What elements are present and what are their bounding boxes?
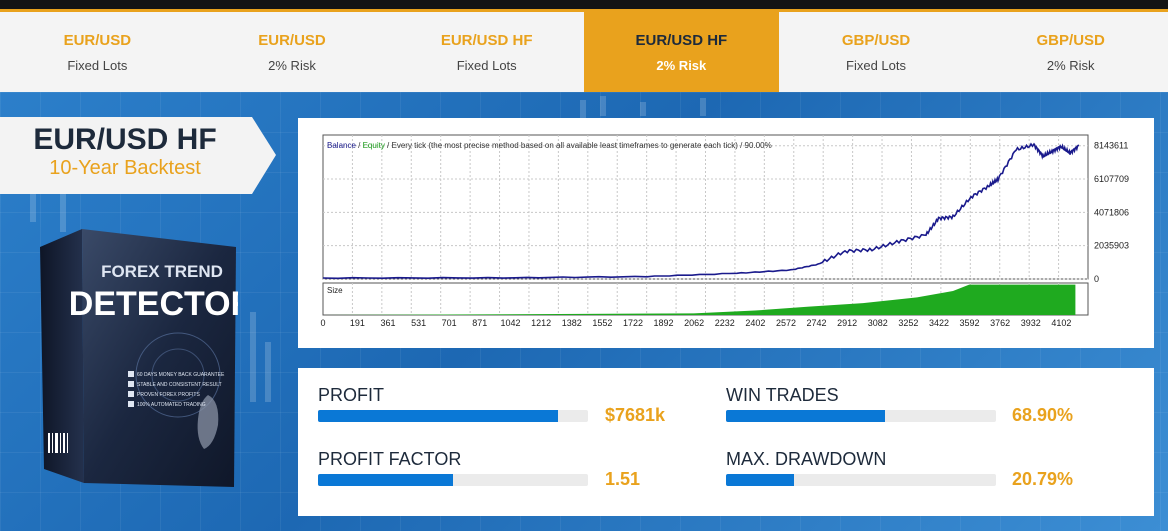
- x-tick-label: 2912: [837, 318, 857, 328]
- tab-subtitle: 2% Risk: [268, 58, 316, 73]
- profit-progress-bar: [318, 410, 588, 422]
- profit-factor-progress-fill: [318, 474, 453, 486]
- product-box-feature: 100% AUTOMATED TRADING: [137, 402, 206, 408]
- tab-eurusd-hf-fixed-lots[interactable]: EUR/USD HF Fixed Lots: [389, 12, 584, 92]
- tab-title: EUR/USD HF: [635, 32, 728, 49]
- x-tick-label: 361: [380, 318, 395, 328]
- x-tick-label: 3252: [898, 318, 918, 328]
- stat-label-max-drawdown: MAX. DRAWDOWN: [726, 449, 887, 469]
- stat-label-win-trades: WIN TRADES: [726, 385, 839, 405]
- x-tick-label: 1722: [623, 318, 643, 328]
- y-tick-label: 8143611: [1094, 141, 1128, 151]
- feature-check-icon: [128, 401, 134, 407]
- max-drawdown-progress-fill: [726, 474, 794, 486]
- x-tick-label: 2742: [807, 318, 827, 328]
- feature-check-icon: [128, 371, 134, 377]
- ribbon-subtitle: 10-Year Backtest: [49, 157, 201, 179]
- tab-subtitle: Fixed Lots: [456, 58, 517, 73]
- win-trades-progress-bar: [726, 410, 996, 422]
- y-tick-label: 6107709: [1094, 174, 1129, 184]
- stat-value-profit-factor: 1.51: [605, 469, 641, 489]
- x-tick-label: 3592: [960, 318, 980, 328]
- x-tick-label: 871: [472, 318, 487, 328]
- x-tick-label: 701: [442, 318, 457, 328]
- x-tick-label: 3082: [868, 318, 888, 328]
- y-tick-label: 2035903: [1094, 241, 1129, 251]
- backtest-chart-panel: 8143611 6107709 4071806 2035903 0 0 191 361 531 7…: [298, 118, 1154, 348]
- product-box-feature: STABLE AND CONSISTENT RESULT: [137, 382, 222, 388]
- feature-check-icon: [128, 381, 134, 387]
- x-tick-label: 3932: [1021, 318, 1041, 328]
- tab-eurusd-fixed-lots[interactable]: EUR/USD Fixed Lots: [0, 12, 195, 92]
- stat-label-profit: PROFIT: [318, 385, 384, 405]
- tab-title: GBP/USD: [841, 32, 911, 49]
- x-tick-label: 3762: [990, 318, 1010, 328]
- x-tick-label: 0: [320, 318, 325, 328]
- backtest-chart: 8143611 6107709 4071806 2035903 0 0 191 361 531 7…: [320, 134, 1129, 328]
- tab-title: GBP/USD: [1036, 32, 1105, 49]
- stats-panel: PROFIT $7681k WIN TRADES 68.90% PROFIT F…: [298, 368, 1154, 516]
- feature-check-icon: [128, 391, 134, 397]
- stat-value-max-drawdown: 20.79%: [1012, 469, 1074, 489]
- y-tick-label: 4071806: [1094, 207, 1129, 217]
- size-series-area: [323, 284, 1076, 315]
- x-tick-label: 1042: [501, 318, 521, 328]
- profit-factor-progress-bar: [318, 474, 588, 486]
- tab-eurusd-hf-2-risk[interactable]: EUR/USD HF 2% Risk: [584, 12, 779, 102]
- x-tick-label: 2572: [776, 318, 796, 328]
- product-box-image: FOREX TREND DETECTOR 60 DAYS MONEY BACK …: [40, 229, 238, 487]
- chart-legend: Balance / Equity / Every tick (the most …: [327, 141, 772, 150]
- tab-gbpusd-fixed-lots[interactable]: GBP/USD Fixed Lots: [779, 12, 974, 92]
- stat-label-profit-factor: PROFIT FACTOR: [318, 449, 462, 469]
- tab-title: EUR/USD HF: [440, 32, 533, 49]
- x-tick-label: 2062: [684, 318, 704, 328]
- backtest-ribbon: EUR/USD HF 10-Year Backtest: [0, 117, 276, 194]
- tab-title: EUR/USD: [258, 32, 326, 49]
- x-tick-label: 1892: [654, 318, 674, 328]
- balance-series-line: [322, 142, 1080, 280]
- top-stripe: [0, 0, 1168, 12]
- x-tick-label: 1212: [531, 318, 551, 328]
- profit-progress-fill: [318, 410, 559, 422]
- tab-bar: EUR/USD Fixed Lots EUR/USD 2% Risk EUR/USD…: [0, 12, 1168, 102]
- y-tick-label: 0: [1094, 274, 1099, 284]
- stat-value-win-trades: 68.90%: [1012, 405, 1074, 425]
- legend-part: /: [356, 141, 363, 150]
- tab-subtitle: 2% Risk: [656, 58, 707, 73]
- product-box-line2: DETECTOR: [69, 285, 238, 323]
- x-tick-label: 191: [350, 318, 365, 328]
- tab-subtitle: Fixed Lots: [846, 58, 907, 73]
- legend-part: Balance: [327, 141, 356, 150]
- product-box-feature: PROVEN FOREX PROFITS: [137, 392, 200, 398]
- stat-value-profit: $7681k: [605, 405, 666, 425]
- x-tick-label: 531: [411, 318, 426, 328]
- win-trades-progress-fill: [726, 410, 886, 422]
- tab-gbpusd-2-risk[interactable]: GBP/USD 2% Risk: [973, 12, 1168, 92]
- size-label: Size: [327, 286, 343, 295]
- tab-subtitle: 2% Risk: [1046, 58, 1095, 73]
- x-tick-label: 3422: [929, 318, 949, 328]
- x-tick-label: 2232: [715, 318, 735, 328]
- tab-subtitle: Fixed Lots: [67, 58, 128, 73]
- x-tick-label: 2402: [745, 318, 765, 328]
- barcode-icon: [48, 433, 68, 453]
- x-tick-label: 1552: [592, 318, 612, 328]
- tab-title: EUR/USD: [63, 32, 132, 49]
- product-box-line1: FOREX TREND: [101, 262, 223, 281]
- legend-part: Equity: [363, 141, 385, 150]
- legend-part: / Every tick (the most precise method ba…: [385, 141, 772, 150]
- tab-eurusd-2-risk[interactable]: EUR/USD 2% Risk: [195, 12, 390, 92]
- x-tick-label: 1382: [562, 318, 582, 328]
- max-drawdown-progress-bar: [726, 474, 996, 486]
- x-tick-label: 4102: [1051, 318, 1071, 328]
- ribbon-title: EUR/USD HF: [33, 123, 217, 156]
- product-box-feature: 60 DAYS MONEY BACK GUARANTEE: [137, 372, 225, 378]
